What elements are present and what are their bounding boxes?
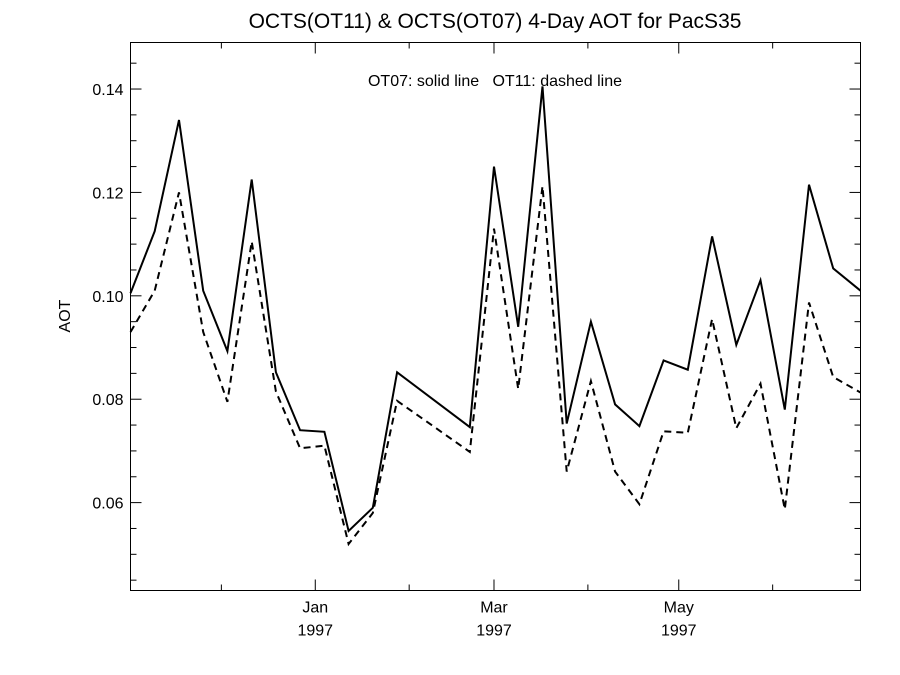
y-axis-ticks: 0.06 0.08 0.10 0.12 0.14: [92, 62, 861, 581]
y-tick-label: 0.12: [92, 185, 123, 202]
legend-annotation: OT07: solid line OT11: dashed line: [368, 73, 622, 90]
series-ot11-line: [129, 186, 861, 547]
x-tick-label-year: 1997: [297, 623, 333, 640]
x-tick-label-year: 1997: [661, 623, 697, 640]
x-tick-label-month: May: [664, 600, 694, 617]
x-tick-label-month: Jan: [302, 600, 328, 617]
y-tick-label: 0.10: [92, 289, 123, 306]
y-axis-label: AOT: [57, 299, 74, 332]
series-ot07-line: [129, 86, 862, 533]
chart-title: OCTS(OT11) & OCTS(OT07) 4-Day AOT for Pa…: [249, 10, 742, 33]
x-tick-label-year: 1997: [476, 623, 512, 640]
y-tick-label: 0.08: [92, 392, 123, 409]
plot-frame: [130, 42, 861, 591]
x-tick-label-month: Mar: [480, 600, 508, 617]
x-axis-ticks: Jan 1997 Mar 1997 May 1997: [220, 42, 774, 640]
y-tick-label: 0.06: [92, 496, 123, 513]
y-tick-label: 0.14: [92, 82, 123, 99]
series-layer: [129, 86, 862, 547]
